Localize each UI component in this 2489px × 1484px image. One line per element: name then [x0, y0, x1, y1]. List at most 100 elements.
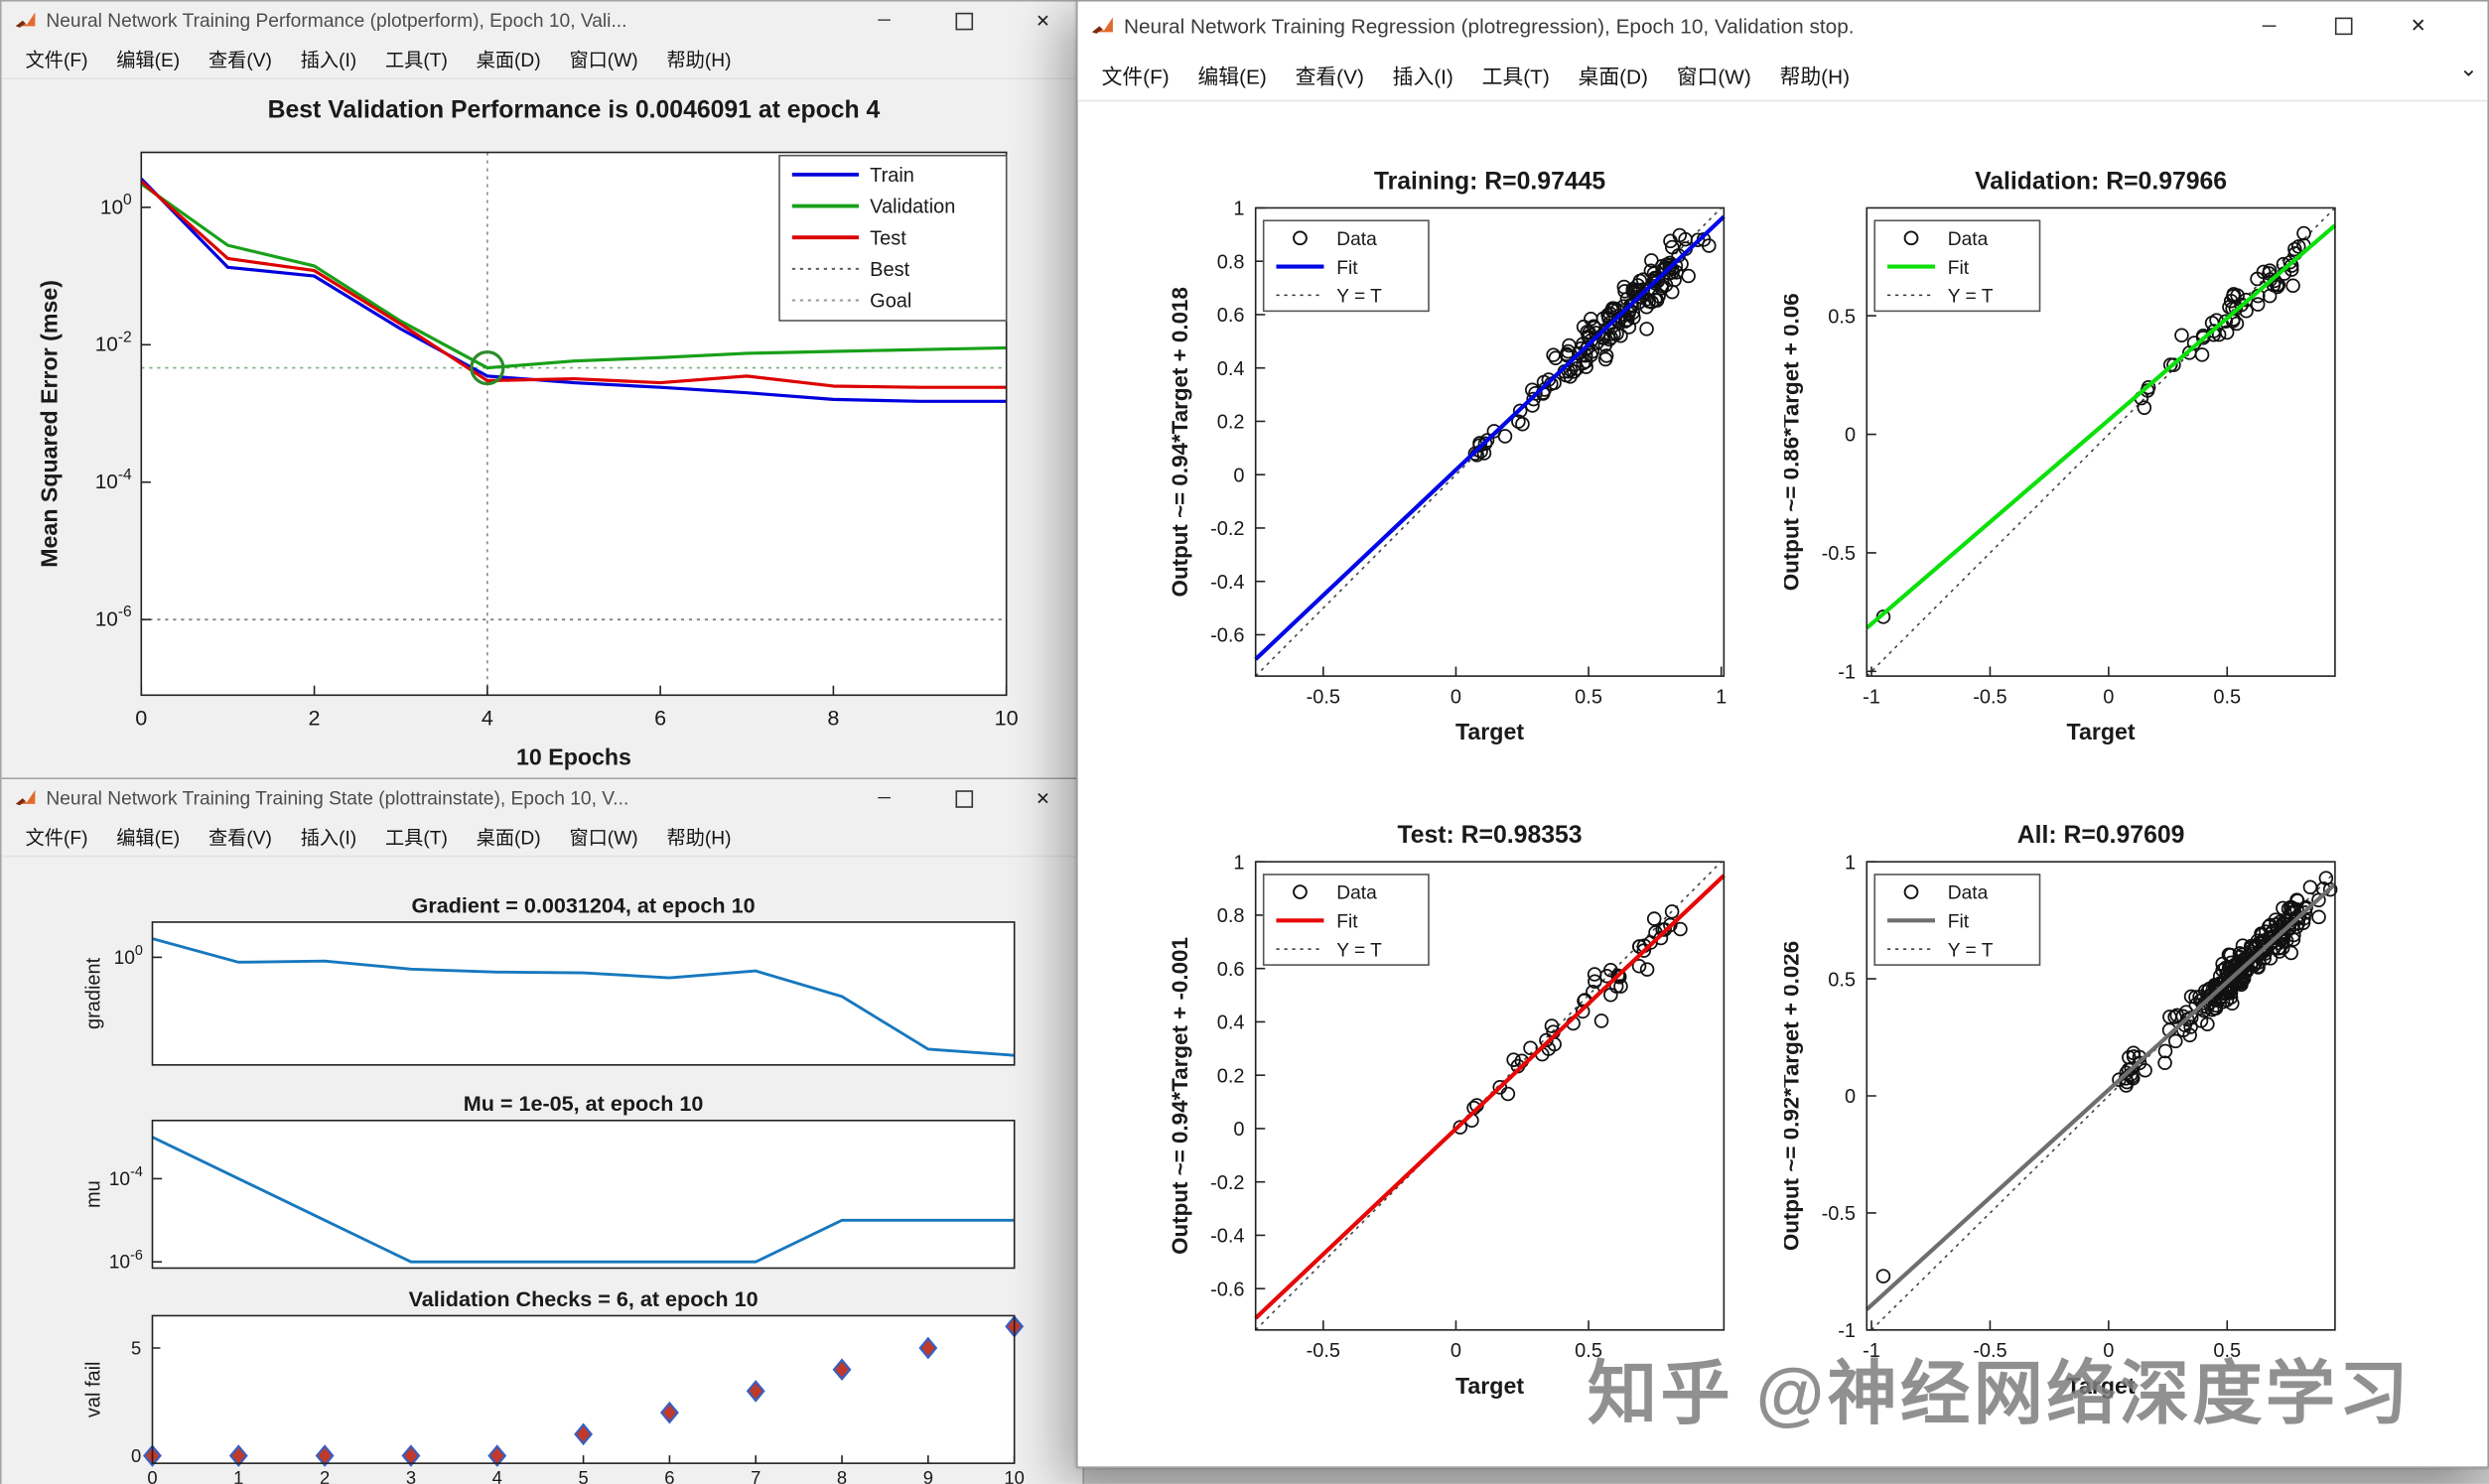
menu-item-1[interactable]: 文件(F) — [25, 826, 88, 849]
menu-item-2[interactable]: 编辑(E) — [1197, 64, 1267, 88]
svg-text:0.5: 0.5 — [1828, 969, 1856, 991]
svg-text:-0.4: -0.4 — [1210, 1226, 1244, 1248]
svg-text:Data: Data — [1336, 229, 1377, 250]
maximize-button[interactable] — [2306, 2, 2381, 50]
svg-text:4: 4 — [482, 706, 493, 731]
svg-text:Output ~= 0.94*Target + 0.018: Output ~= 0.94*Target + 0.018 — [1168, 287, 1192, 597]
svg-text:0: 0 — [1451, 1340, 1461, 1362]
titlebar-regression[interactable]: Neural Network Training Regression (plot… — [1077, 1, 2488, 50]
close-button[interactable]: ✕ — [1036, 11, 1050, 32]
menu-item-3[interactable]: 查看(V) — [1295, 64, 1364, 88]
menu-item-8[interactable]: 帮助(H) — [666, 826, 732, 849]
svg-text:0.5: 0.5 — [2213, 686, 2241, 708]
menu-item-6[interactable]: 桌面(D) — [476, 826, 541, 849]
regression-test-chart: -0.5 0 0.5 -0.6 -0.4 -0.2 0 0.2 0.4 0.6 0.8 1 Test: … — [1078, 792, 1784, 1484]
gradient-chart: 100 Gradient = 0.0031204, at epoch 10 grad… — [2, 877, 1086, 1077]
svg-text:Test: Test — [870, 227, 906, 249]
menu-item-6[interactable]: 桌面(D) — [1578, 64, 1648, 88]
window-regression: Neural Network Training Regression (plot… — [1076, 0, 2489, 1468]
svg-text:0: 0 — [1233, 465, 1244, 486]
menu-item-5[interactable]: 工具(T) — [1481, 64, 1550, 88]
menu-item-2[interactable]: 编辑(E) — [116, 48, 181, 71]
mu-chart: 10-4 10-6 Mu = 1e-05, at epoch 10 mu — [2, 1090, 1086, 1281]
taskbar-strip — [1076, 1467, 2489, 1484]
minimize-button[interactable]: ─ — [878, 11, 891, 31]
svg-text:0: 0 — [135, 706, 147, 731]
menu-item-2[interactable]: 编辑(E) — [116, 826, 181, 849]
svg-text:1: 1 — [233, 1467, 243, 1484]
svg-text:10-4: 10-4 — [109, 1164, 143, 1190]
menu-bar: 文件(F) 编辑(E) 查看(V) 插入(I) 工具(T) 桌面(D) 窗口(W) 帮助(H) — [1, 39, 1083, 79]
menubar-caret-icon[interactable]: ⌄ — [2459, 55, 2478, 81]
svg-text:Y = T: Y = T — [1948, 940, 1994, 961]
menu-item-5[interactable]: 工具(T) — [384, 48, 448, 71]
svg-text:Fit: Fit — [1336, 912, 1358, 933]
regression-training-chart: -0.5 0 0.5 1 -0.6 -0.4 -0.2 0 0.2 0.4 0.6 0.8 1 Train… — [1078, 100, 1784, 792]
menu-item-1[interactable]: 文件(F) — [25, 48, 88, 71]
close-button[interactable]: ✕ — [2410, 14, 2426, 37]
svg-text:0.5: 0.5 — [1575, 686, 1602, 708]
menu-item-4[interactable]: 插入(I) — [1392, 64, 1453, 88]
menu-item-6[interactable]: 桌面(D) — [476, 48, 541, 71]
menu-item-4[interactable]: 插入(I) — [300, 48, 357, 71]
titlebar-performance[interactable]: Neural Network Training Performance (plo… — [1, 1, 1083, 40]
menu-item-7[interactable]: 窗口(W) — [1676, 64, 1751, 88]
svg-text:2: 2 — [309, 706, 321, 731]
svg-text:Target: Target — [2067, 1373, 2136, 1399]
svg-text:Fit: Fit — [1336, 258, 1358, 279]
menu-item-8[interactable]: 帮助(H) — [1779, 64, 1851, 88]
svg-text:Training: R=0.97445: Training: R=0.97445 — [1374, 168, 1606, 195]
svg-text:10-4: 10-4 — [95, 467, 132, 493]
regression-all-chart: -1 -0.5 0 0.5 -1 -0.5 0 0.5 1 All: R=0.97609 Targe… — [1784, 792, 2489, 1484]
menu-item-1[interactable]: 文件(F) — [1101, 64, 1170, 88]
menu-item-8[interactable]: 帮助(H) — [666, 48, 732, 71]
svg-text:0: 0 — [2103, 686, 2114, 708]
svg-text:Output ~= 0.92*Target + 0.026: Output ~= 0.92*Target + 0.026 — [1784, 941, 1803, 1251]
svg-text:100: 100 — [100, 192, 132, 218]
svg-text:-0.2: -0.2 — [1210, 518, 1244, 540]
window-trainstate: Neural Network Training Training State (… — [0, 777, 1086, 1484]
svg-text:-0.4: -0.4 — [1210, 572, 1244, 594]
svg-text:0.5: 0.5 — [1828, 306, 1856, 328]
svg-text:1: 1 — [1845, 852, 1856, 874]
validation-checks-chart: 0 1 2 3 4 5 6 7 8 9 10 0 5 Validation Checks = 6, at … — [2, 1287, 1086, 1484]
close-button[interactable]: ✕ — [1036, 789, 1050, 809]
menu-item-7[interactable]: 窗口(W) — [569, 826, 638, 849]
svg-text:10: 10 — [1004, 1467, 1024, 1484]
regression-validation-chart: -1 -0.5 0 0.5 -1 -0.5 0 0.5 Validation: R=0.9796… — [1784, 100, 2489, 792]
svg-text:9: 9 — [923, 1467, 933, 1484]
watermark: 知乎 @神经网络深度学习 — [1587, 1355, 2412, 1433]
menu-item-3[interactable]: 查看(V) — [207, 826, 272, 849]
menu-bar: 文件(F) 编辑(E) 查看(V) 插入(I) 工具(T) 桌面(D) 窗口(W) 帮助(H) — [1, 817, 1083, 858]
titlebar-trainstate[interactable]: Neural Network Training Training State (… — [1, 779, 1083, 818]
svg-text:0: 0 — [1845, 425, 1856, 447]
minimize-button[interactable]: ─ — [878, 788, 891, 808]
matlab-icon — [1090, 14, 1114, 38]
svg-text:Fit: Fit — [1948, 912, 1970, 933]
minimize-button[interactable]: ─ — [2262, 14, 2277, 37]
svg-text:Validation: R=0.97966: Validation: R=0.97966 — [1975, 168, 2227, 195]
svg-text:0.4: 0.4 — [1217, 358, 1245, 380]
svg-text:7: 7 — [751, 1467, 761, 1484]
svg-text:-0.6: -0.6 — [1210, 625, 1244, 647]
svg-text:0.5: 0.5 — [2213, 1340, 2241, 1362]
menu-item-3[interactable]: 查看(V) — [207, 48, 272, 71]
maximize-icon — [2334, 16, 2353, 35]
svg-text:6: 6 — [664, 1467, 674, 1484]
menu-item-7[interactable]: 窗口(W) — [569, 48, 638, 71]
svg-text:0.8: 0.8 — [1217, 905, 1245, 927]
svg-text:5: 5 — [578, 1467, 588, 1484]
menu-item-4[interactable]: 插入(I) — [300, 826, 357, 849]
svg-text:Test: R=0.98353: Test: R=0.98353 — [1397, 822, 1582, 849]
window-controls: ─ ✕ — [845, 2, 1083, 40]
menu-item-5[interactable]: 工具(T) — [384, 826, 448, 849]
svg-text:0.8: 0.8 — [1217, 251, 1245, 273]
window-title-trainstate: Neural Network Training Training State (… — [46, 787, 629, 810]
svg-text:10-6: 10-6 — [95, 604, 132, 630]
svg-text:-1: -1 — [1838, 662, 1856, 684]
svg-text:Output ~= 0.94*Target + -0.001: Output ~= 0.94*Target + -0.001 — [1168, 937, 1192, 1255]
maximize-button[interactable] — [924, 2, 1004, 40]
svg-text:Goal: Goal — [870, 291, 911, 313]
svg-text:-0.6: -0.6 — [1210, 1279, 1244, 1300]
maximize-button[interactable] — [924, 779, 1004, 817]
